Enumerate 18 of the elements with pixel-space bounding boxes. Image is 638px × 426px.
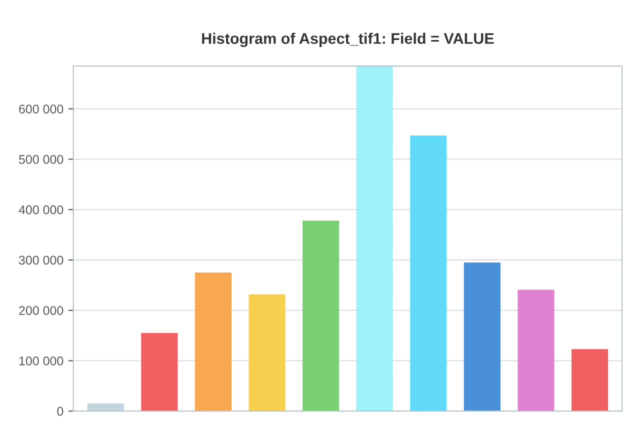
bar [194, 272, 232, 412]
bar [248, 294, 286, 412]
bar [464, 262, 500, 412]
y-tick-label: 500 000 [18, 155, 64, 164]
y-tick-label: 200 000 [19, 306, 64, 315]
bar [518, 290, 554, 412]
bar [410, 136, 447, 412]
bar [571, 349, 608, 412]
bar [356, 66, 393, 412]
y-tick-label: 400 000 [18, 205, 64, 214]
y-tick-label: 100 000 [19, 356, 64, 366]
bar [87, 404, 124, 412]
chart-title: Histogram of Aspect_tif1: Field = VALUE [202, 32, 494, 48]
bar [141, 333, 178, 412]
y-tick-label: 300 000 [18, 256, 64, 265]
y-tick-label: 600 000 [19, 104, 64, 114]
bar [302, 220, 340, 412]
y-tick-label: 0 [57, 406, 64, 416]
